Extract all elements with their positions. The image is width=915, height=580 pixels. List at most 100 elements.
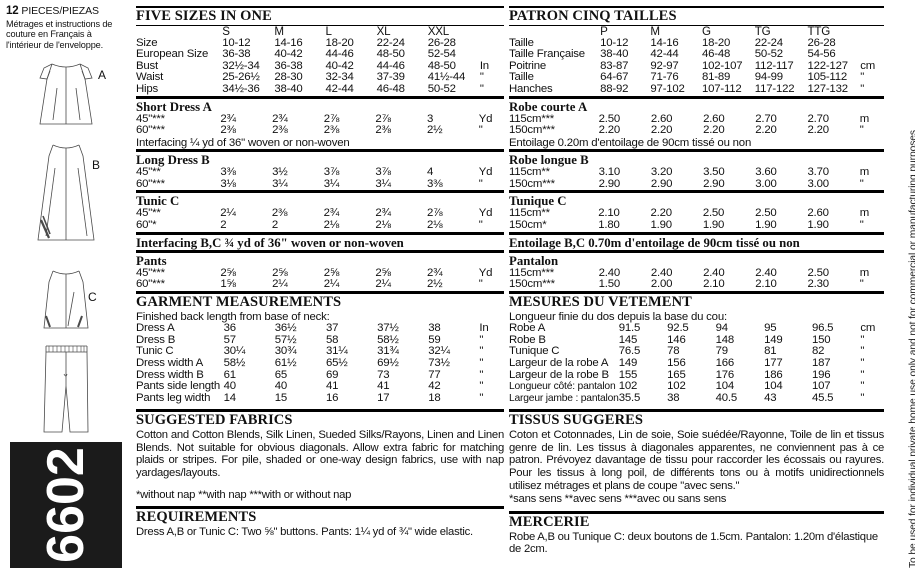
yardage-table-robe-longue-b: 115cm** 3.10 3.20 3.50 3.60 3.70 m 150cm… bbox=[509, 167, 884, 190]
cell: 69 bbox=[325, 368, 339, 381]
divider bbox=[509, 149, 884, 153]
cell: 25-26½ bbox=[222, 71, 260, 84]
tissus-suggeres-title: TISSUS SUGGERES bbox=[509, 412, 644, 429]
cell: 82 bbox=[811, 345, 825, 358]
figure-letter-b: B bbox=[92, 158, 101, 172]
cell: 2.20 bbox=[807, 124, 830, 137]
table-row: 45"** 3⅜ 3½ 3⅞ 3⅞ 4 Yd bbox=[136, 167, 504, 179]
cell: 117-122 bbox=[754, 82, 795, 95]
divider bbox=[509, 6, 884, 8]
illustration-column: 12 PIECES/PIEZAS Métrages et instruction… bbox=[0, 0, 132, 580]
cell: 3.10 bbox=[598, 166, 621, 179]
col-header-unit bbox=[480, 26, 504, 38]
cell: 196 bbox=[811, 368, 831, 381]
cell: 41½-44 bbox=[427, 71, 466, 84]
garment-measurements-title: GARMENT MEASUREMENTS bbox=[136, 293, 342, 310]
cell: 57½ bbox=[274, 333, 297, 346]
row-unit: " bbox=[478, 218, 483, 231]
cell: 54-56 bbox=[807, 48, 836, 61]
mercerie-body: Robe A,B ou Tunique C: deux boutons de 1… bbox=[509, 530, 878, 556]
table-row: Pants leg width 14 15 16 17 18 " bbox=[136, 391, 504, 405]
row-label: 45"*** bbox=[136, 112, 165, 125]
cell: 31¼ bbox=[325, 345, 348, 358]
row-unit: " bbox=[859, 218, 864, 231]
row-label: Poitrine bbox=[509, 59, 547, 72]
row-label: 115cm** bbox=[509, 207, 550, 220]
cell: 2.90 bbox=[598, 177, 621, 190]
row-unit: " bbox=[479, 356, 484, 369]
row-label: Largeur de la robe A bbox=[509, 356, 609, 369]
cell: 3⅜ bbox=[427, 177, 443, 190]
cell: 44-46 bbox=[325, 48, 354, 61]
cell: 61 bbox=[223, 368, 236, 381]
cell: 2½ bbox=[427, 124, 443, 137]
cell: 2⅞ bbox=[427, 207, 443, 220]
row-label: 60"*** bbox=[136, 124, 165, 137]
cell: 3.20 bbox=[650, 166, 673, 179]
cell: 2¾ bbox=[272, 112, 288, 125]
cell: 32¼ bbox=[428, 345, 450, 358]
cell: 2½ bbox=[427, 278, 443, 291]
row-unit: " bbox=[478, 278, 483, 291]
copyright-notice-vertical: To be used for individual private home u… bbox=[892, 0, 915, 580]
cell: 36 bbox=[223, 322, 236, 335]
table-row: Largeur de la robe A 149 156 166 177 187… bbox=[509, 356, 884, 370]
cell: 2.90 bbox=[650, 177, 673, 190]
cell: 3¼ bbox=[272, 177, 288, 190]
cell: 156 bbox=[667, 356, 686, 369]
cell: 65 bbox=[274, 368, 288, 381]
cell: 38 bbox=[428, 322, 441, 335]
row-unit: m bbox=[859, 166, 870, 179]
col-header-p: P bbox=[600, 25, 608, 38]
yardage-table-tunic-c: 45"** 2¼ 2⅜ 2¾ 2¾ 2⅞ Yd 60"* 2 2 2⅛ 2⅛ 2… bbox=[136, 208, 504, 231]
cell: 58 bbox=[325, 333, 339, 346]
cell: 2¾ bbox=[375, 207, 391, 220]
row-label: Longueur côté: pantalon bbox=[509, 381, 616, 393]
figure-pants bbox=[0, 340, 132, 440]
pieces-count-line: 12 PIECES/PIEZAS bbox=[6, 5, 132, 17]
cell: 81 bbox=[764, 345, 777, 358]
entoilage-note-a: Entoilage 0.20m d'entoilage de 90cm tiss… bbox=[509, 136, 752, 149]
row-label: 150cm*** bbox=[509, 278, 555, 291]
cell: 10-12 bbox=[222, 36, 251, 49]
cell: 2⅜ bbox=[323, 124, 340, 137]
cell: 45.5 bbox=[811, 391, 834, 404]
mesures-vetement-table: Robe A 91.5 92.5 94 95 96.5 cm Robe B 14… bbox=[509, 323, 884, 404]
cell: 150 bbox=[811, 333, 831, 346]
cell: 48-50 bbox=[427, 59, 456, 72]
pattern-number-box: 6602 bbox=[10, 442, 122, 568]
cell: 36-38 bbox=[274, 59, 303, 72]
cell: 42-44 bbox=[325, 82, 354, 95]
row-label: 60"* bbox=[136, 218, 157, 231]
cell: 37 bbox=[325, 322, 339, 335]
row-label: 150cm* bbox=[509, 218, 547, 231]
col-header-blank bbox=[136, 26, 222, 38]
cell: 2¾ bbox=[427, 266, 443, 279]
table-row: Dress width A 58½ 61½ 65½ 69½ 73½ " bbox=[136, 356, 504, 370]
cell: 2 bbox=[271, 218, 279, 231]
cell: 149 bbox=[618, 356, 638, 369]
row-label: 60"*** bbox=[136, 177, 165, 190]
row-unit: " bbox=[479, 368, 484, 381]
cell: 83-87 bbox=[600, 59, 629, 72]
row-label: 45"*** bbox=[136, 266, 165, 279]
cell: 94-99 bbox=[754, 71, 783, 84]
cell: 37-39 bbox=[376, 71, 405, 84]
divider bbox=[509, 190, 884, 194]
yardage-title-tunique-c: Tunique C bbox=[509, 194, 567, 209]
table-row: European Size 36-38 40-42 44-46 48-50 52… bbox=[136, 49, 504, 61]
cell: 2.50 bbox=[598, 112, 621, 125]
cell: 2.90 bbox=[703, 177, 725, 190]
row-label: Robe B bbox=[509, 333, 546, 346]
cell: 2¼ bbox=[323, 278, 340, 291]
row-label: European Size bbox=[136, 48, 209, 61]
requirements-title: REQUIREMENTS bbox=[136, 509, 257, 526]
row-unit: " bbox=[478, 124, 483, 137]
cell: 30¾ bbox=[274, 345, 297, 358]
table-row: 150cm*** 1.50 2.00 2.10 2.10 2.30 " bbox=[509, 279, 884, 291]
yardage-table-tunique-c: 115cm** 2.10 2.20 2.50 2.50 2.60 m 150cm… bbox=[509, 208, 884, 231]
cell: 3⅜ bbox=[220, 166, 236, 179]
row-label: Pants leg width bbox=[136, 391, 211, 404]
row-label: Tunic C bbox=[136, 345, 174, 358]
cell: 15 bbox=[274, 391, 288, 404]
